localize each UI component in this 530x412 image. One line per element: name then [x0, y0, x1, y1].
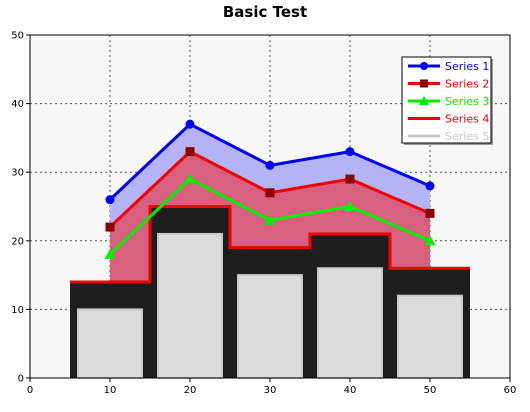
axes: [26, 34, 511, 382]
marker-series-1: [425, 181, 435, 191]
marker-series-1: [105, 195, 115, 205]
legend-marker: [419, 96, 429, 105]
marker-series-2: [105, 222, 115, 232]
marker-series-3: [424, 235, 436, 246]
markers: [104, 119, 436, 260]
marker-series-3: [184, 173, 196, 184]
marker-series-3: [344, 201, 356, 211]
legend-entry-label: Series 1: [445, 60, 489, 73]
marker-series-1: [185, 119, 195, 129]
marker-series-1: [265, 160, 275, 170]
x-tick-label: 0: [27, 385, 33, 396]
legend-marker: [420, 62, 428, 70]
y-tick-label: 30: [11, 168, 24, 179]
marker-series-1: [345, 147, 355, 157]
legend-marker: [420, 79, 428, 88]
x-tick-label: 60: [504, 385, 517, 396]
y-tick-label: 40: [11, 99, 24, 110]
marker-series-2: [185, 147, 195, 157]
y-tick-label: 10: [11, 305, 24, 316]
bar-series-5: [237, 274, 303, 380]
step-line-series-4: [70, 205, 470, 284]
bar-series: [77, 232, 463, 380]
x-tick-label: 30: [264, 385, 277, 396]
y-tick-label: 50: [11, 31, 24, 42]
legend-entry-label: Series 3: [445, 95, 489, 108]
x-tick-label: 10: [104, 385, 117, 396]
bar-series-5: [77, 308, 143, 379]
bar-series-5: [157, 232, 223, 379]
marker-series-2: [425, 208, 435, 218]
y-tick-label: 20: [11, 236, 24, 247]
legend-entry-label: Series 4: [445, 113, 489, 126]
marker-series-2: [265, 188, 275, 198]
tick-labels: 0 10 20 30 40 50 60 0 10 20 30 40 50: [11, 31, 516, 397]
chart-title: Basic Test: [223, 3, 307, 21]
x-tick-label: 50: [424, 385, 437, 396]
marker-series-3: [104, 249, 116, 260]
marker-series-3: [264, 214, 276, 225]
legend: Series 1 Series 2 Series 3 Series 4 Series 5: [401, 56, 493, 145]
x-tick-label: 40: [344, 385, 357, 396]
legend-entry-label: Series 2: [445, 78, 489, 91]
marker-series-2: [345, 174, 355, 184]
bar-series-5: [317, 267, 383, 379]
legend-entry-label: Series 5: [445, 130, 489, 143]
bar-series-5: [397, 294, 463, 379]
y-tick-label: 0: [18, 374, 24, 385]
x-tick-label: 20: [184, 385, 197, 396]
